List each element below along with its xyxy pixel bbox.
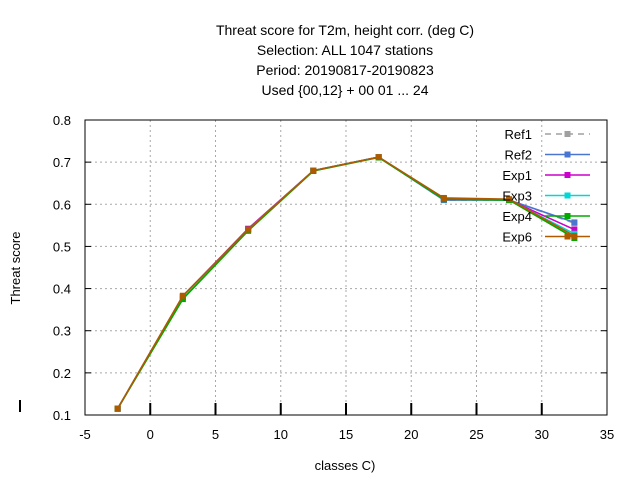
- y-tick-label: 0.4: [53, 282, 71, 297]
- legend-label-exp6: Exp6: [502, 230, 532, 245]
- x-tick-label: 30: [535, 427, 549, 442]
- series-point: [179, 296, 186, 303]
- legend-label-exp1: Exp1: [502, 168, 532, 183]
- data-series: [114, 154, 578, 412]
- series-point: [571, 219, 578, 226]
- legend-label-exp4: Exp4: [502, 209, 532, 224]
- y-tick-label: 0.5: [53, 239, 71, 254]
- legend-label-exp3: Exp3: [502, 189, 532, 204]
- series-point: [571, 226, 578, 233]
- x-tick-label: 20: [404, 427, 418, 442]
- legend-marker-exp1: [564, 172, 571, 178]
- x-tick-label: 15: [339, 427, 353, 442]
- chart-title: Threat score for T2m, height corr. (deg …: [216, 22, 474, 98]
- legend-marker-exp6: [564, 233, 571, 240]
- legend-label-ref2: Ref2: [505, 148, 532, 163]
- legend-marker-exp4: [564, 213, 571, 219]
- y-tick-label: 0.2: [53, 366, 71, 381]
- y-tick-label: 0.7: [53, 155, 71, 170]
- series-point: [506, 196, 513, 203]
- legend-marker-exp3: [564, 192, 571, 199]
- x-tick-label: 0: [147, 427, 154, 442]
- y-tick-label: 0.8: [53, 113, 71, 128]
- legend-label-ref1: Ref1: [505, 127, 532, 142]
- axes: -5 0 5 10 15 20 25 30 35 0.1 0.2 0.3 0.4 0.5 0.6 0.7 0.8: [53, 113, 614, 442]
- y-tick-label: 0.6: [53, 197, 71, 212]
- x-tick-label: 10: [274, 427, 288, 442]
- grid: [85, 120, 607, 415]
- title-line-1: Threat score for T2m, height corr. (deg …: [216, 22, 474, 38]
- series-point: [179, 292, 186, 299]
- y-axis-label: Threat score: [8, 232, 23, 305]
- x-tick-label: 5: [212, 427, 219, 442]
- title-line-2: Selection: ALL 1047 stations: [257, 42, 433, 58]
- series-point: [114, 405, 121, 412]
- legend: Ref1 Ref2 Exp1 Exp3 Exp4 Exp6: [502, 127, 590, 245]
- y-tick-label: 0.3: [53, 324, 71, 339]
- title-line-3: Period: 20190817-20190823: [256, 62, 434, 78]
- series-point: [245, 226, 252, 233]
- x-tick-label: -5: [79, 427, 91, 442]
- series-point: [440, 194, 447, 201]
- y-tick-label: 0.1: [53, 408, 71, 423]
- series-exp6: [114, 154, 578, 412]
- legend-marker-ref2: [564, 151, 571, 158]
- series-point: [310, 167, 317, 174]
- legend-marker-ref1: [564, 131, 571, 137]
- x-tick-label: 25: [469, 427, 483, 442]
- series-line-exp6: [116, 156, 575, 410]
- title-line-4: Used {00,12} + 00 01 ... 24: [262, 82, 429, 98]
- x-axis-label: classes C): [315, 458, 376, 473]
- x-tick-label: 35: [600, 427, 614, 442]
- series-point: [375, 154, 382, 161]
